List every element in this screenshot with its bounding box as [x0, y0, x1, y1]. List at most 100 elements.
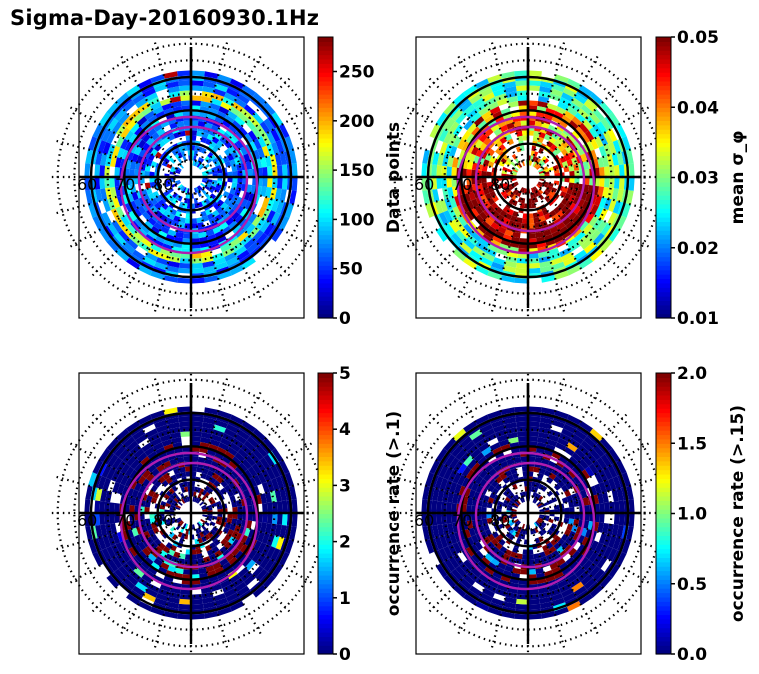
- colorbar-segment: [656, 282, 671, 288]
- heatmap-cell: [589, 248, 604, 262]
- grid-dotted-spoke: [535, 526, 599, 635]
- heatmap-cell: [599, 502, 605, 513]
- colorbar-segment: [656, 373, 671, 378]
- heatmap-cell: [422, 485, 430, 500]
- heatmap-cell: [132, 429, 146, 441]
- colorbar-segment: [318, 377, 333, 383]
- heatmap-cell: [226, 423, 240, 434]
- heatmap-cell: [612, 140, 622, 154]
- heatmap-cell: [149, 513, 155, 519]
- heatmap-cell: [564, 513, 570, 519]
- heatmap-cell: [571, 129, 581, 140]
- heatmap-cell: [568, 456, 579, 466]
- grid-dotted-spoke: [55, 475, 176, 510]
- heatmap-cell: [142, 133, 151, 143]
- heatmap-cell: [191, 100, 202, 106]
- auroral-oval-outer: [456, 451, 596, 591]
- heatmap-cell: [553, 463, 563, 473]
- heatmap-cell: [571, 214, 581, 225]
- colorbar-segment: [656, 41, 671, 47]
- heatmap-cell: [169, 96, 181, 103]
- heatmap-cell: [210, 98, 223, 107]
- grid-dotted-spoke: [206, 180, 327, 215]
- grid-dotted-spoke: [428, 188, 517, 277]
- heatmap-cell: [466, 497, 474, 506]
- heatmap-cell: [466, 200, 475, 211]
- heatmap-cell: [178, 603, 191, 610]
- heatmap-cell: [184, 466, 191, 472]
- heatmap-cell: [421, 499, 428, 513]
- heatmap-cell: [95, 151, 103, 166]
- heatmap-cell: [201, 506, 208, 510]
- heatmap-cell: [281, 500, 288, 513]
- grid-dotted-spoke: [204, 442, 313, 506]
- heatmap-cell: [582, 497, 590, 506]
- heatmap-cell: [452, 92, 467, 106]
- heatmap-cell: [469, 249, 483, 261]
- heatmap-cell: [461, 202, 471, 213]
- heatmap-cell: [205, 229, 215, 237]
- heatmap-cell: [472, 245, 485, 257]
- heatmap-cell: [588, 463, 599, 475]
- heatmap-cell: [129, 504, 135, 513]
- heatmap-cell: [144, 233, 156, 244]
- heatmap-cell: [589, 229, 601, 242]
- heatmap-cell: [245, 161, 253, 170]
- heatmap-cell: [613, 501, 620, 513]
- heatmap-cell: [498, 161, 505, 167]
- colorbar-segment: [318, 605, 333, 611]
- heatmap-cell: [568, 211, 577, 221]
- heatmap-cell: [506, 494, 513, 500]
- heatmap-cell: [167, 549, 176, 557]
- heatmap-cell: [424, 203, 435, 218]
- heatmap-cell: [447, 208, 458, 221]
- heatmap-cell: [561, 428, 574, 438]
- heatmap-cell: [209, 438, 221, 447]
- colorbar-segment: [656, 168, 671, 174]
- heatmap-cell: [243, 104, 256, 116]
- heatmap-cell: [500, 107, 511, 116]
- heatmap-cell: [491, 597, 505, 607]
- heatmap-cell: [618, 513, 625, 526]
- colorbar-segment: [318, 80, 333, 86]
- heatmap-cell: [191, 416, 204, 423]
- heatmap-cell: [546, 102, 558, 111]
- colorbar-segment: [318, 168, 333, 174]
- heatmap-cell: [474, 541, 484, 551]
- heatmap-cell: [491, 545, 500, 554]
- heatmap-cell: [182, 569, 191, 575]
- heatmap-cell: [481, 569, 493, 580]
- heatmap-cell: [434, 476, 444, 490]
- colorbar-segment: [656, 199, 671, 205]
- heatmap-cell: [479, 87, 493, 98]
- heatmap-cell: [219, 136, 228, 145]
- heatmap-cell: [175, 524, 181, 531]
- heatmap-cell: [484, 96, 497, 107]
- colorbar-segment: [656, 203, 671, 209]
- heatmap-cell: [470, 448, 482, 459]
- heatmap-cell: [251, 215, 262, 227]
- heatmap-cell: [175, 147, 181, 154]
- heatmap-cell: [204, 534, 211, 541]
- colorbar-segment: [656, 640, 671, 646]
- heatmap-cell: [514, 70, 528, 77]
- heatmap-cell: [262, 166, 268, 177]
- heatmap-cell: [147, 583, 160, 594]
- heatmap-cell: [613, 177, 620, 189]
- heatmap-cell: [163, 238, 174, 247]
- heatmap-cell: [537, 518, 543, 524]
- heatmap-cell: [528, 120, 536, 126]
- heatmap-cell: [200, 210, 207, 218]
- heatmap-cell: [561, 252, 574, 262]
- heatmap-cell: [247, 548, 258, 560]
- heatmap-cell: [556, 221, 566, 231]
- heatmap-cell: [594, 195, 603, 207]
- heatmap-cell: [455, 112, 467, 125]
- heatmap-cell: [566, 237, 578, 248]
- heatmap-cell: [463, 559, 474, 571]
- heatmap-cell: [169, 158, 176, 164]
- heatmap-cell: [538, 427, 551, 435]
- heatmap-cell: [547, 434, 560, 443]
- colorbar-segment: [656, 155, 671, 161]
- heatmap-cell: [621, 203, 632, 218]
